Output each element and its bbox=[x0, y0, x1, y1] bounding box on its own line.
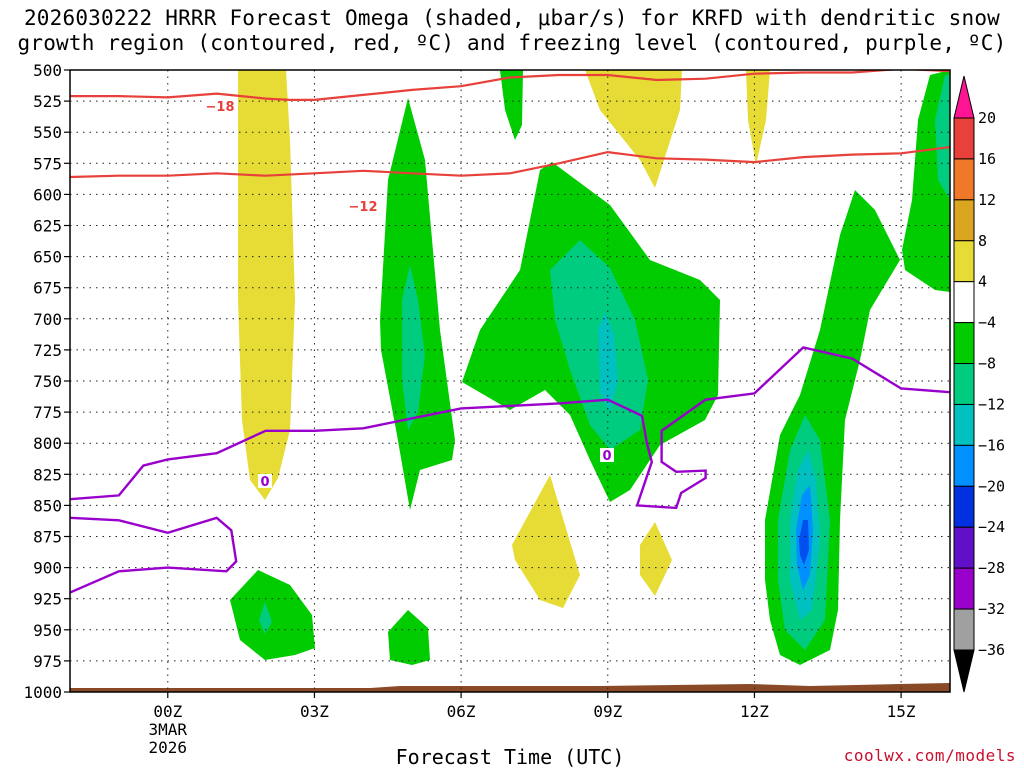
omega-negative-cell-4-core bbox=[259, 602, 272, 634]
colorbar-label-1: 16 bbox=[978, 150, 996, 168]
omega-negative-cell-7-core bbox=[935, 75, 950, 200]
y-tick-label-900: 900 bbox=[33, 559, 62, 578]
colorbar-box-1 bbox=[953, 158, 975, 201]
colorbar-label-12: −32 bbox=[978, 600, 1005, 618]
colorbar-label-5: −4 bbox=[978, 314, 996, 332]
colorbar-top-arrow bbox=[953, 75, 975, 119]
colorbar-label-0: 20 bbox=[978, 109, 996, 127]
svg-text:−12: −12 bbox=[349, 200, 378, 215]
title-line-2: growth region (contoured, red, ºC) and f… bbox=[17, 31, 1007, 55]
x-tick-label-03Z: 03Z bbox=[300, 702, 329, 721]
contour-label-zero-b: 0 bbox=[600, 448, 614, 464]
y-tick-label-750: 750 bbox=[33, 372, 62, 391]
colorbar-label-11: −28 bbox=[978, 559, 1005, 577]
x-tick-label-15Z: 15Z bbox=[887, 702, 916, 721]
y-tick-label-675: 675 bbox=[33, 279, 62, 298]
omega-positive-region-4 bbox=[512, 475, 580, 608]
omega-negative-cell-3-inner bbox=[598, 312, 618, 412]
y-tick-label-1000: 1000 bbox=[23, 683, 62, 702]
y-tick-label-600: 600 bbox=[33, 185, 62, 204]
x-tick-label-12Z: 12Z bbox=[740, 702, 769, 721]
colorbar-box-0 bbox=[953, 117, 975, 160]
colorbar-label-3: 8 bbox=[978, 232, 987, 250]
colorbar-label-9: −20 bbox=[978, 477, 1005, 495]
x-tick-sublabel-year: 2026 bbox=[149, 738, 188, 757]
y-tick-label-925: 925 bbox=[33, 590, 62, 609]
colorbar-box-10 bbox=[953, 526, 975, 569]
y-tick-label-975: 975 bbox=[33, 652, 62, 671]
colorbar-bottom-arrow bbox=[953, 649, 975, 693]
chart-title: 2026030222 HRRR Forecast Omega (shaded, … bbox=[0, 6, 1024, 56]
y-tick-label-550: 550 bbox=[33, 123, 62, 142]
omega-positive-region-1 bbox=[238, 70, 295, 500]
x-axis-label: Forecast Time (UTC) bbox=[395, 745, 625, 769]
colorbar-box-12 bbox=[953, 608, 975, 651]
colorbar-label-8: −16 bbox=[978, 436, 1005, 454]
x-tick-sublabel-date: 3MAR bbox=[149, 720, 188, 739]
colorbar-box-8 bbox=[953, 444, 975, 487]
colorbar-box-9 bbox=[953, 485, 975, 528]
isotherm-minus12-line bbox=[70, 146, 950, 179]
omega-positive-region-3 bbox=[746, 70, 770, 165]
title-line-1: 2026030222 HRRR Forecast Omega (shaded, … bbox=[23, 6, 1001, 30]
colorbar-label-4: 4 bbox=[978, 273, 987, 291]
terrain-ground bbox=[70, 683, 950, 692]
omega-negative-region-5 bbox=[388, 610, 430, 665]
colorbar-box-7 bbox=[953, 403, 975, 446]
colorbar-box-4 bbox=[953, 281, 975, 324]
y-tick-label-575: 575 bbox=[33, 154, 62, 173]
omega-negative-cell-1-core bbox=[402, 265, 425, 430]
freezing-level-lower-line bbox=[70, 516, 238, 594]
svg-text:0: 0 bbox=[260, 475, 269, 490]
omega-negative-region-4 bbox=[230, 570, 315, 660]
colorbar-box-11 bbox=[953, 567, 975, 610]
omega-shading-layer bbox=[230, 70, 950, 665]
y-tick-label-775: 775 bbox=[33, 403, 62, 422]
colorbar: 20 16 12 8 4 −4 −8 −12 −16 −20 −24 −28 −32 −36 bbox=[953, 75, 1005, 693]
omega-positive-region-5 bbox=[640, 522, 672, 596]
x-tick-label-00Z: 00Z bbox=[153, 702, 182, 721]
colorbar-box-2 bbox=[953, 199, 975, 242]
colorbar-label-13: −36 bbox=[978, 641, 1005, 659]
colorbar-label-7: −12 bbox=[978, 395, 1005, 413]
colorbar-label-6: −8 bbox=[978, 355, 996, 373]
y-tick-label-700: 700 bbox=[33, 310, 62, 329]
contour-label-zero-a: 0 bbox=[258, 474, 272, 490]
credit-text: coolwx.com/models bbox=[843, 746, 1016, 765]
y-tick-label-525: 525 bbox=[33, 92, 62, 111]
y-tick-label-850: 850 bbox=[33, 496, 62, 515]
x-tick-label-09Z: 09Z bbox=[593, 702, 622, 721]
omega-positive-region-2 bbox=[585, 70, 682, 188]
contour-label-minus18: −18 bbox=[206, 99, 235, 115]
svg-text:0: 0 bbox=[602, 449, 611, 464]
y-axis: 500 525 550 575 600 625 650 675 700 725 750 775 800 8… bbox=[23, 61, 70, 702]
y-tick-label-725: 725 bbox=[33, 341, 62, 360]
colorbar-box-6 bbox=[953, 363, 975, 405]
y-tick-label-950: 950 bbox=[33, 621, 62, 640]
contour-label-minus12: −12 bbox=[349, 199, 378, 215]
y-tick-label-800: 800 bbox=[33, 434, 62, 453]
y-tick-label-875: 875 bbox=[33, 528, 62, 547]
y-tick-label-650: 650 bbox=[33, 248, 62, 267]
omega-negative-cell-6-l5 bbox=[799, 520, 809, 565]
y-tick-label-625: 625 bbox=[33, 217, 62, 236]
colorbar-label-2: 12 bbox=[978, 191, 996, 209]
y-tick-label-500: 500 bbox=[33, 61, 62, 80]
colorbar-label-10: −24 bbox=[978, 518, 1005, 536]
x-tick-label-06Z: 06Z bbox=[447, 702, 476, 721]
colorbar-box-5 bbox=[953, 322, 975, 365]
freezing-level-line bbox=[70, 346, 950, 510]
isotherm-minus18-line bbox=[70, 70, 950, 102]
omega-negative-region-2 bbox=[500, 70, 523, 140]
svg-text:−18: −18 bbox=[206, 100, 235, 115]
y-tick-label-825: 825 bbox=[33, 465, 62, 484]
colorbar-box-3 bbox=[953, 240, 975, 283]
